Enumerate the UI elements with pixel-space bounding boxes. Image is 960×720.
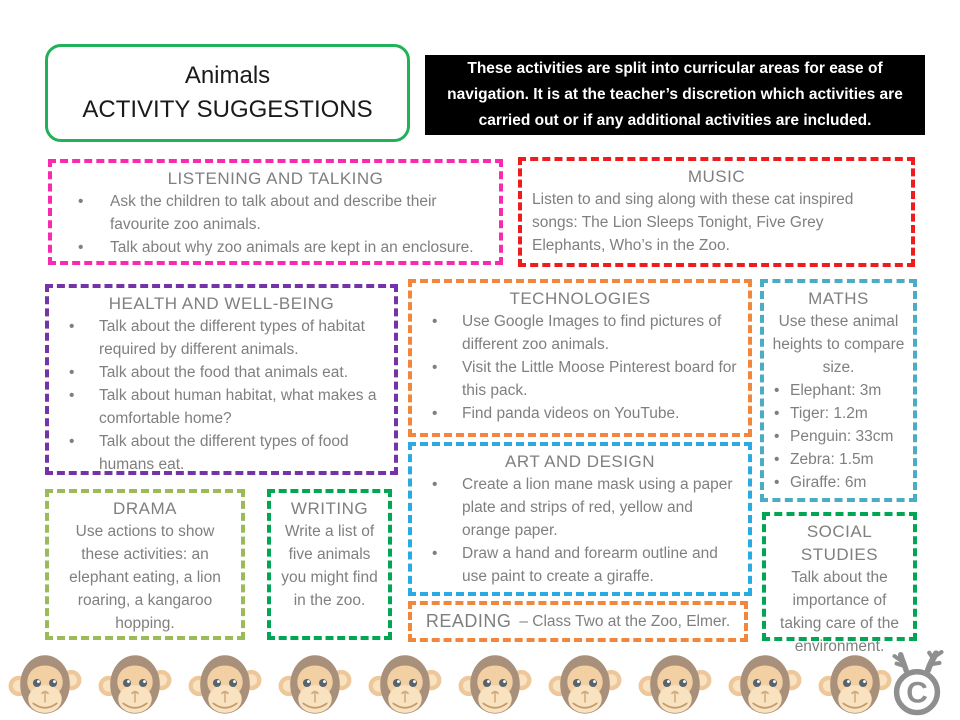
health-bullet: Talk about human habitat, what makes a c…	[55, 384, 388, 430]
reading-body: – Class Two at the Zoo, Elmer.	[519, 613, 731, 630]
technologies-title: TECHNOLOGIES	[509, 289, 651, 308]
health-bullet: Talk about the different types of food h…	[55, 430, 388, 476]
health-bullet: Talk about the food that animals eat.	[55, 361, 388, 384]
music-box: MUSIC Listen to and sing along with thes…	[518, 157, 915, 267]
technologies-bullet: Use Google Images to find pictures of di…	[418, 310, 742, 356]
drama-box: DRAMA Use actions to show these activiti…	[45, 489, 245, 640]
maths-title: MATHS	[808, 289, 869, 308]
technologies-bullet: Find panda videos on YouTube.	[418, 402, 742, 425]
maths-bullet: Zebra: 1.5m	[768, 448, 909, 471]
art-bullet: Draw a hand and forearm outline and use …	[418, 542, 742, 588]
art-bullet: Create a lion mane mask using a paper pl…	[418, 473, 742, 542]
monkey-icon	[186, 648, 264, 718]
little-moose-copyright-logo-icon	[880, 650, 954, 718]
listening-bullet: Ask the children to talk about and descr…	[58, 190, 493, 236]
monkey-icon	[636, 648, 714, 718]
reading-box: READING – Class Two at the Zoo, Elmer.	[408, 601, 748, 642]
monkey-icon	[726, 648, 804, 718]
writing-body: Write a list of five animals you might f…	[281, 523, 378, 609]
health-bullet: Talk about the different types of habita…	[55, 315, 388, 361]
monkey-border-row	[6, 646, 894, 718]
listening-title: LISTENING AND TALKING	[167, 169, 384, 188]
social-studies-box: SOCIAL STUDIES Talk about the importance…	[762, 512, 917, 655]
maths-bullet: Tiger: 1.2m	[768, 402, 909, 425]
reading-title: READING	[425, 611, 512, 631]
maths-intro: Use these animal heights to compare size…	[772, 313, 905, 376]
music-title: MUSIC	[687, 167, 746, 186]
maths-box: MATHS Use these animal heights to compar…	[760, 279, 917, 502]
technologies-box: TECHNOLOGIES Use Google Images to find p…	[408, 279, 752, 437]
drama-title: DRAMA	[113, 499, 177, 518]
listening-bullet: Talk about why zoo animals are kept in a…	[58, 236, 493, 259]
slide-title-line1: Animals	[184, 62, 271, 89]
art-and-design-box: ART AND DESIGN Create a lion mane mask u…	[408, 442, 752, 596]
art-title: ART AND DESIGN	[505, 452, 655, 471]
writing-title: WRITING	[290, 499, 369, 518]
monkey-icon	[546, 648, 624, 718]
technologies-bullet: Visit the Little Moose Pinterest board f…	[418, 356, 742, 402]
slide-title-box: Animals ACTIVITY SUGGESTIONS	[45, 44, 410, 142]
music-body: Listen to and sing along with these cat …	[532, 191, 854, 254]
drama-body: Use actions to show these activities: an…	[69, 523, 221, 632]
monkey-icon	[6, 648, 84, 718]
monkey-icon	[276, 648, 354, 718]
health-and-wellbeing-box: HEALTH AND WELL-BEING Talk about the dif…	[45, 284, 398, 475]
writing-box: WRITING Write a list of five animals you…	[267, 489, 392, 640]
maths-bullet: Elephant: 3m	[768, 379, 909, 402]
health-title: HEALTH AND WELL-BEING	[108, 294, 335, 313]
listening-and-talking-box: LISTENING AND TALKING Ask the children t…	[48, 159, 503, 265]
slide-title-line2: ACTIVITY SUGGESTIONS	[82, 96, 373, 123]
monkey-icon	[456, 648, 534, 718]
teacher-notice-box: These activities are split into curricul…	[425, 55, 925, 135]
monkey-icon	[366, 648, 444, 718]
social-body: Talk about the importance of taking care…	[780, 569, 899, 655]
maths-bullet: Giraffe: 6m	[768, 471, 909, 494]
maths-bullet: Penguin: 33cm	[768, 425, 909, 448]
monkey-icon	[96, 648, 174, 718]
teacher-notice-text: These activities are split into curricul…	[447, 60, 903, 129]
social-title: SOCIAL STUDIES	[800, 522, 879, 564]
